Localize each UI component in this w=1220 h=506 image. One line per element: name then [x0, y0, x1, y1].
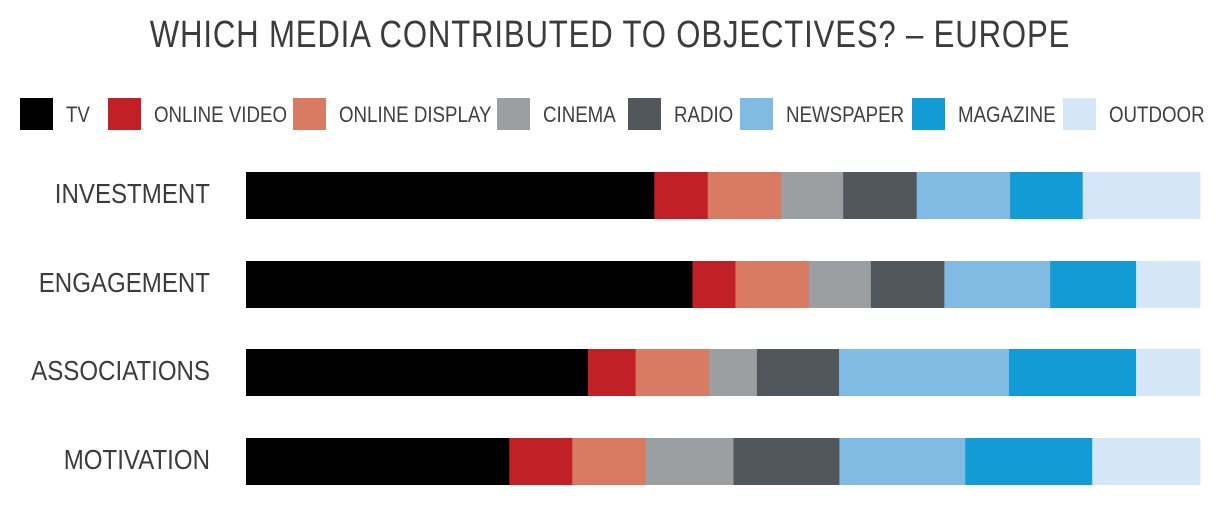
bar-investment-tv	[246, 172, 655, 219]
bar-motivation-online-display	[572, 438, 647, 485]
legend-swatch	[740, 98, 773, 130]
legend-label: ONLINE DISPLAY	[339, 102, 492, 127]
bar-engagement-cinema	[808, 261, 872, 308]
bar-motivation-cinema	[645, 438, 734, 485]
bar-investment-online-display	[707, 172, 782, 219]
legend-swatch	[20, 98, 53, 130]
bar-associations-magazine	[1009, 349, 1137, 396]
legend-swatch	[628, 98, 661, 130]
bar-associations-outdoor	[1136, 349, 1201, 396]
bar-motivation-online-video	[509, 438, 573, 485]
bar-engagement-outdoor	[1136, 261, 1201, 308]
bar-investment-outdoor	[1082, 172, 1201, 219]
category-label-investment: INVESTMENT	[54, 178, 210, 209]
bar-motivation-magazine	[965, 438, 1093, 485]
legend-swatch	[912, 98, 945, 130]
legend-label: RADIO	[674, 102, 734, 127]
bar-associations-newspaper	[839, 349, 1010, 396]
legend-swatch	[497, 98, 530, 130]
bar-investment-online-video	[654, 172, 709, 219]
category-label-motivation: MOTIVATION	[63, 444, 211, 475]
bar-motivation-newspaper	[839, 438, 966, 485]
legend: TV ONLINE VIDEO ONLINE DISPLAY CINEMA RADIO N…	[0, 98, 1220, 132]
legend-label: NEWSPAPER	[786, 102, 905, 127]
bar-associations-online-display	[635, 349, 710, 396]
category-label-associations: ASSOCIATIONS	[31, 355, 211, 386]
bar-associations-cinema	[709, 349, 758, 396]
legend-label: TV	[66, 102, 90, 127]
legend-label: ONLINE VIDEO	[154, 102, 288, 127]
legend-label: CINEMA	[543, 102, 616, 127]
legend-label: MAGAZINE	[958, 102, 1056, 127]
bar-motivation-outdoor	[1092, 438, 1201, 485]
bar-motivation-radio	[733, 438, 840, 485]
bar-engagement-magazine	[1050, 261, 1137, 308]
chart-title: WHICH MEDIA CONTRIBUTED TO OBJECTIVES? –…	[149, 14, 1071, 56]
bar-associations-tv	[246, 349, 589, 396]
bar-engagement-online-video	[692, 261, 736, 308]
bar-investment-radio	[843, 172, 918, 219]
bar-associations-radio	[756, 349, 840, 396]
legend-swatch	[1063, 98, 1096, 130]
bar-investment-newspaper	[916, 172, 1011, 219]
legend-label: OUTDOOR	[1109, 102, 1205, 127]
bar-engagement-newspaper	[944, 261, 1051, 308]
legend-swatch	[293, 98, 326, 130]
bar-associations-online-video	[587, 349, 637, 396]
bar-engagement-radio	[870, 261, 945, 308]
bar-engagement-online-display	[735, 261, 810, 308]
bar-motivation-tv	[246, 438, 510, 485]
bar-engagement-tv	[246, 261, 693, 308]
legend-swatch	[108, 98, 141, 130]
category-label-engagement: ENGAGEMENT	[38, 267, 210, 298]
bar-investment-cinema	[781, 172, 844, 219]
bar-investment-magazine	[1010, 172, 1084, 219]
